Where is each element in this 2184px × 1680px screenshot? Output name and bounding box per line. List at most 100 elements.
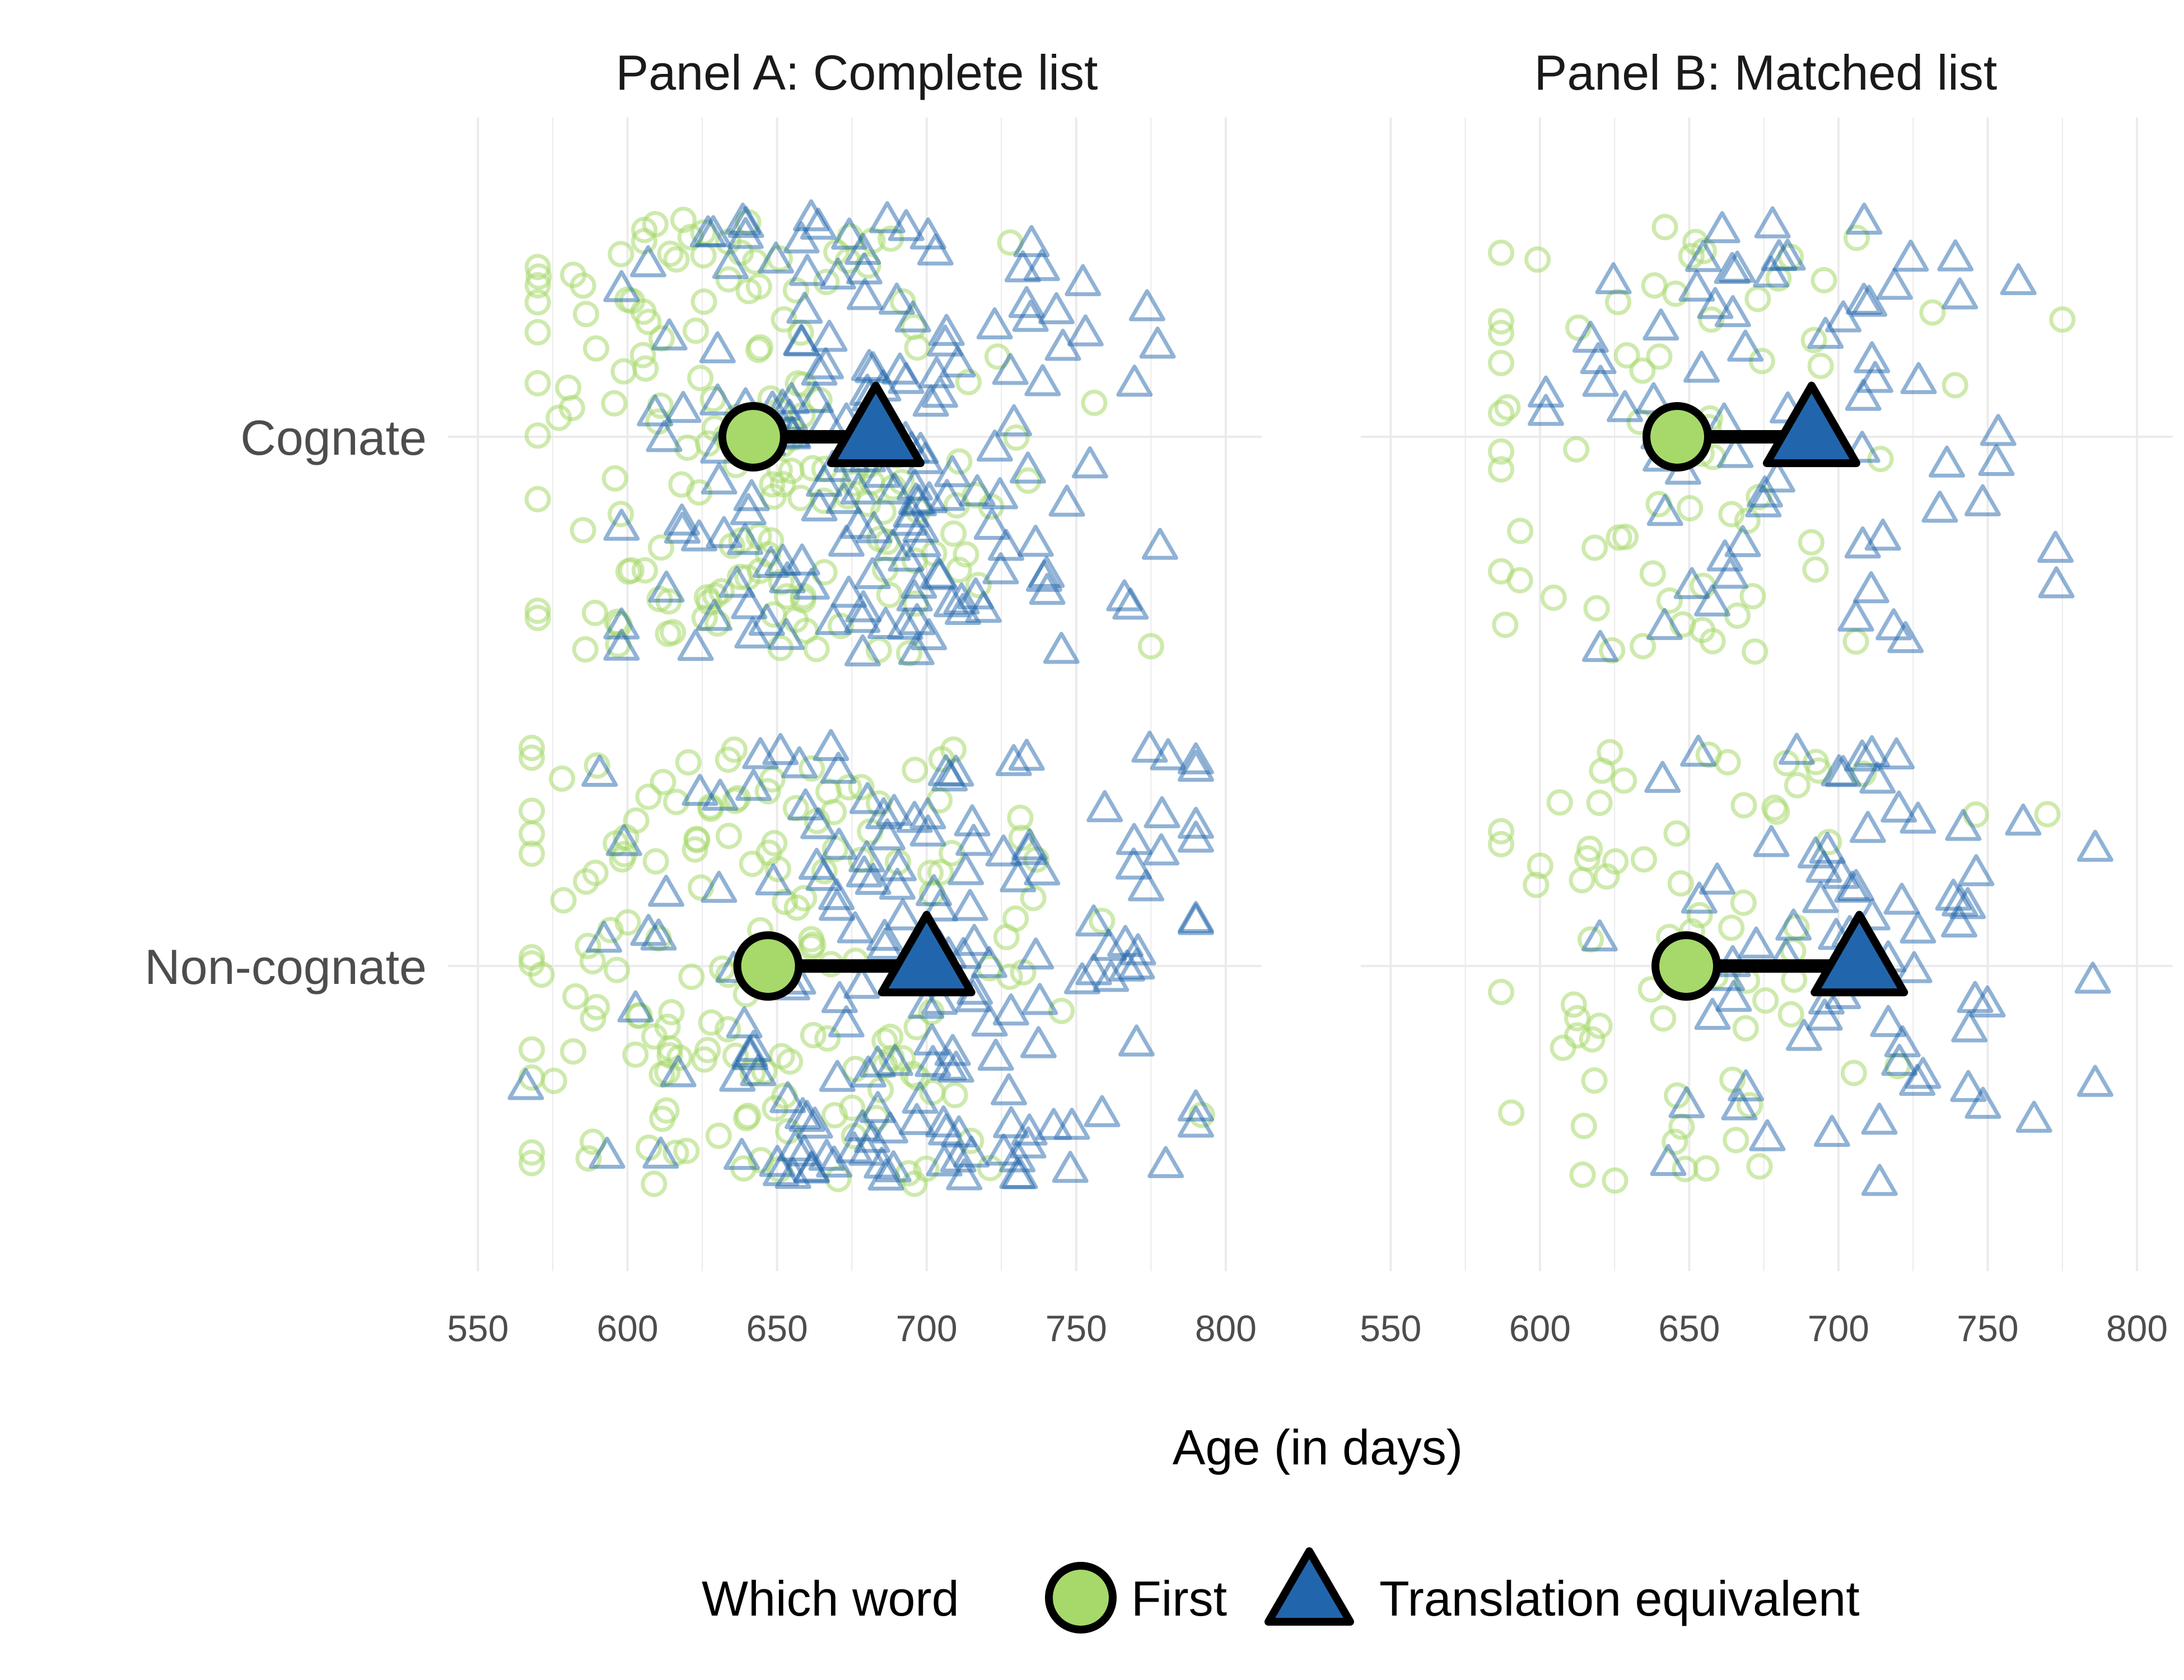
- data-point-translation: [815, 603, 852, 635]
- data-point-translation: [985, 1133, 1022, 1166]
- data-point-translation: [844, 601, 881, 633]
- data-point-translation: [1808, 982, 1845, 1015]
- data-point-translation: [1024, 364, 1061, 396]
- data-point-translation: [954, 804, 991, 837]
- data-point-translation: [1881, 1043, 1918, 1076]
- data-point-first: [663, 788, 690, 815]
- data-point-translation: [951, 889, 988, 921]
- data-point-translation: [1147, 1146, 1184, 1178]
- data-point-translation: [1063, 962, 1100, 995]
- data-point-translation: [1880, 790, 1917, 823]
- data-point-translation: [934, 1034, 971, 1066]
- data-point-first: [940, 520, 967, 547]
- data-point-first: [519, 841, 545, 867]
- data-point-translation: [909, 797, 946, 829]
- data-point-first: [771, 306, 797, 333]
- data-point-first: [545, 404, 572, 431]
- data-point-first: [1611, 767, 1637, 794]
- data-point-translation: [912, 384, 949, 417]
- data-point-translation: [946, 1158, 983, 1191]
- data-point-first: [687, 365, 714, 391]
- data-point-first: [623, 807, 650, 834]
- data-point-first: [1550, 1034, 1576, 1061]
- data-point-translation: [1011, 1113, 1048, 1146]
- data-point-translation: [1020, 1026, 1057, 1058]
- data-point-first: [1651, 214, 1678, 241]
- data-point-first: [519, 1036, 545, 1063]
- data-point-first: [1527, 852, 1553, 879]
- data-point-translation: [976, 307, 1013, 339]
- data-point-translation: [1714, 251, 1751, 284]
- data-point-first: [1746, 1153, 1773, 1180]
- data-point-first: [877, 1023, 904, 1050]
- data-point-first: [941, 1082, 968, 1109]
- data-point-translation: [758, 241, 795, 274]
- data-point-first: [1798, 529, 1824, 556]
- data-point-first: [1693, 1155, 1720, 1182]
- data-point-first: [1613, 342, 1640, 369]
- panel-b-points: [1488, 202, 2113, 1196]
- data-point-first: [1739, 583, 1766, 610]
- data-point-first: [1488, 831, 1515, 858]
- mean-marker-translation: [878, 911, 976, 997]
- data-point-first: [540, 1067, 567, 1094]
- data-point-translation: [940, 1115, 977, 1147]
- data-point-translation: [988, 529, 1025, 561]
- data-point-translation: [876, 794, 913, 826]
- data-point-first: [1560, 991, 1587, 1018]
- data-point-translation: [2074, 962, 2111, 994]
- data-point-translation: [1706, 539, 1743, 572]
- data-point-translation: [866, 918, 903, 951]
- data-point-translation: [1809, 832, 1846, 864]
- data-point-translation: [886, 608, 923, 640]
- data-point-translation: [769, 1081, 806, 1113]
- data-point-translation: [1758, 460, 1795, 493]
- data-point-translation: [648, 570, 685, 603]
- data-point-translation: [828, 524, 865, 557]
- data-point-first: [690, 288, 717, 315]
- x-tick-label: 700: [896, 1308, 958, 1349]
- data-point-translation: [1958, 854, 1995, 886]
- data-point-translation: [1582, 629, 1619, 662]
- data-point-translation: [1018, 937, 1054, 970]
- data-point-translation: [1779, 732, 1816, 765]
- data-point-translation: [927, 754, 964, 786]
- data-point-translation: [725, 202, 762, 235]
- data-point-translation: [897, 468, 934, 501]
- data-point-translation: [1823, 857, 1860, 889]
- data-point-translation: [918, 356, 955, 389]
- data-point-first: [955, 368, 982, 395]
- data-point-first: [650, 768, 676, 795]
- data-point-first: [783, 894, 810, 921]
- data-point-translation: [1950, 1070, 1987, 1102]
- data-point-translation: [680, 519, 717, 552]
- data-point-first: [953, 541, 979, 568]
- data-point-translation: [648, 875, 685, 907]
- data-point-translation: [898, 1103, 935, 1135]
- data-point-translation: [1177, 742, 1214, 774]
- data-point-first: [1800, 326, 1827, 353]
- data-point-first: [674, 434, 701, 461]
- data-point-translation: [867, 927, 904, 960]
- data-point-translation: [789, 254, 826, 286]
- data-point-translation: [977, 1038, 1014, 1071]
- data-point-translation: [660, 1055, 697, 1088]
- data-point-first: [965, 572, 992, 599]
- data-point-translation: [753, 545, 790, 578]
- data-point-first: [1678, 242, 1705, 269]
- mean-marker-translation: [1810, 911, 1908, 997]
- data-point-translation: [1595, 262, 1632, 295]
- data-point-first: [560, 262, 587, 288]
- data-point-first: [1919, 299, 1946, 326]
- data-point-translation: [783, 324, 820, 356]
- data-point-translation: [1581, 919, 1618, 951]
- data-point-first: [572, 301, 599, 328]
- data-point-translation: [1084, 1095, 1121, 1127]
- data-point-translation: [1681, 881, 1718, 914]
- data-point-translation: [1851, 284, 1888, 317]
- data-point-translation: [921, 889, 958, 922]
- data-point-first: [1003, 424, 1030, 451]
- data-point-first: [519, 1150, 545, 1177]
- data-point-first: [1942, 372, 1968, 399]
- data-point-first: [1586, 1012, 1613, 1039]
